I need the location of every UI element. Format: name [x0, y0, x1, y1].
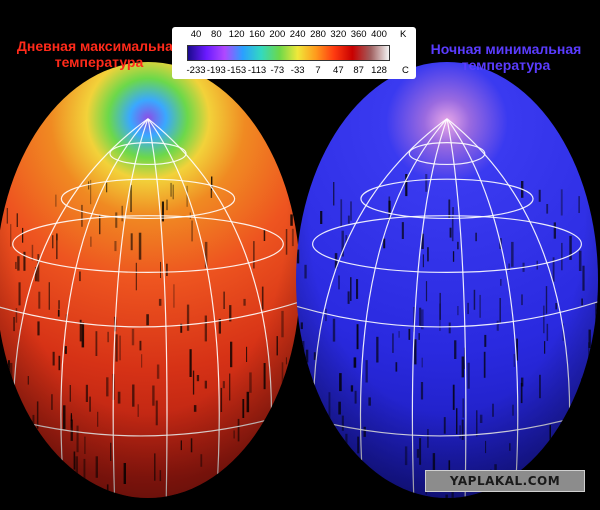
day-max-temperature-caption: Дневная максимальная температура [4, 38, 194, 70]
colorbar-gradient [187, 45, 390, 61]
kelvin-tick-labels: 40 80 120 160 200 240 280 320 360 400 [172, 29, 416, 41]
day-globe [0, 62, 300, 498]
celsius-unit-label: C [402, 65, 409, 76]
kelvin-tick-40: 40 [190, 29, 202, 40]
celsius-tick-128: 128 [371, 65, 387, 76]
temperature-colorbar: 40 80 120 160 200 240 280 320 360 400 K -233 -193-… [172, 27, 416, 79]
kelvin-tick-240: 240 [289, 29, 306, 40]
celsius-tick--73: -73 [270, 65, 285, 76]
night-caption-line1: Ночная минимальная [430, 41, 582, 57]
kelvin-tick-200: 200 [269, 29, 286, 40]
celsius-tick-labels: -233 -193 -153 -113 -73 -33 7 47 87 128 [172, 65, 416, 77]
kelvin-tick-80: 80 [211, 29, 222, 40]
celsius-tick-7: 7 [315, 65, 321, 76]
day-caption-line1: Дневная максимальная [16, 38, 182, 54]
celsius-tick--113: -113 [247, 65, 267, 76]
celsius-tick--233: -233 [186, 65, 206, 76]
watermark-logo: YAPLAKAL.COM [425, 470, 585, 492]
celsius-tick-47: 47 [333, 65, 344, 76]
kelvin-tick-280: 280 [310, 29, 326, 40]
kelvin-tick-400: 400 [371, 29, 387, 40]
kelvin-tick-360: 360 [350, 29, 367, 40]
night-globe [296, 62, 598, 498]
kelvin-tick-320: 320 [330, 29, 347, 40]
night-min-temperature-caption: Ночная минимальная температура [418, 41, 594, 73]
celsius-tick--33: -33 [290, 65, 305, 76]
day-caption-line2: температура [54, 54, 144, 70]
kelvin-tick-120: 120 [228, 29, 245, 40]
celsius-tick--153: -153 [227, 65, 247, 76]
celsius-tick-87: 87 [353, 65, 364, 76]
kelvin-unit-label: K [400, 29, 407, 40]
night-caption-line2: температура [461, 57, 551, 73]
celsius-tick--193: -193 [206, 65, 226, 76]
kelvin-tick-160: 160 [249, 29, 265, 40]
